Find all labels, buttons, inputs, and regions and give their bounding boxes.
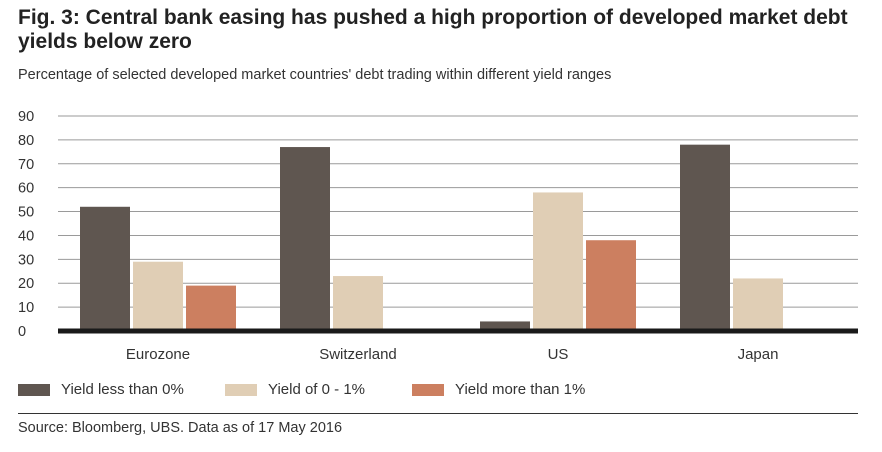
legend-label-above-one: Yield more than 1% xyxy=(455,381,586,398)
footer-divider xyxy=(18,413,858,414)
x-tick-label-japan: Japan xyxy=(738,346,779,363)
legend-swatch-zero-to-one xyxy=(225,383,257,396)
y-tick-label-50: 50 xyxy=(18,205,34,221)
y-tick-label-60: 60 xyxy=(18,181,34,197)
bar-eurozone-series-3 xyxy=(186,285,236,331)
legend-label-below-zero: Yield less than 0% xyxy=(61,381,184,398)
legend-label-zero-to-one: Yield of 0 - 1% xyxy=(268,381,365,398)
chart-subtitle: Percentage of selected developed market … xyxy=(18,67,612,83)
y-tick-label-90: 90 xyxy=(18,109,34,125)
y-tick-label-0: 0 xyxy=(18,324,26,340)
legend-item-above-one: Yield more than 1% xyxy=(412,381,585,398)
chart-title: Fig. 3: Central bank easing has pushed a… xyxy=(18,6,848,53)
y-tick-label-10: 10 xyxy=(18,300,34,316)
bar-us-series-3 xyxy=(586,240,636,331)
bar-us-series-1 xyxy=(480,321,530,331)
legend-swatch-below-zero xyxy=(18,383,50,396)
y-tick-label-20: 20 xyxy=(18,276,34,292)
legend-swatch-above-one xyxy=(412,383,444,396)
legend-item-zero-to-one: Yield of 0 - 1% xyxy=(225,381,365,398)
bar-chart: 0 10 20 30 40 50 60 70 80 90 Eurozone Switzerland US… xyxy=(18,109,858,363)
y-tick-label-80: 80 xyxy=(18,133,34,149)
bar-japan-series-2 xyxy=(733,278,783,331)
x-tick-label-switzerland: Switzerland xyxy=(319,346,397,363)
bar-us-series-2 xyxy=(533,192,583,331)
y-tick-label-70: 70 xyxy=(18,157,34,173)
bar-eurozone-series-1 xyxy=(80,206,130,331)
bar-eurozone-series-2 xyxy=(133,261,183,331)
y-tick-label-40: 40 xyxy=(18,228,34,244)
source-note: Source: Bloomberg, UBS. Data as of 17 Ma… xyxy=(18,420,343,436)
bar-japan-series-1 xyxy=(680,144,730,331)
bar-switzerland-series-1 xyxy=(280,147,330,331)
bar-switzerland-series-2 xyxy=(333,276,383,331)
y-tick-label-30: 30 xyxy=(18,252,34,268)
x-tick-label-us: US xyxy=(548,346,569,363)
x-tick-label-eurozone: Eurozone xyxy=(126,346,190,363)
legend-item-below-zero: Yield less than 0% xyxy=(18,381,184,398)
